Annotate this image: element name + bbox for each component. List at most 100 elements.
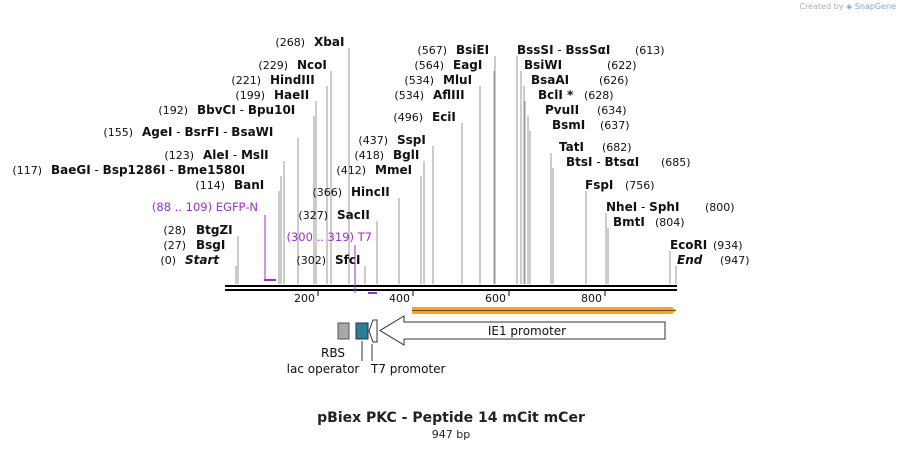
site-name: BsiWI: [524, 58, 562, 72]
site-bsmi[interactable]: BsmI (637): [529, 118, 630, 284]
site-position: (622): [607, 59, 637, 72]
primer-egfp-n[interactable]: (88 .. 109) EGFP-N: [152, 200, 276, 281]
site-position: (28): [163, 224, 186, 237]
site-bsaai[interactable]: BsaAI (626): [523, 73, 629, 284]
credit-prefix: Created by: [799, 2, 844, 11]
site-name: NcoI: [297, 58, 327, 72]
credit-brand: SnapGene: [854, 2, 896, 11]
site-sfci[interactable]: SfcI (302): [296, 253, 366, 284]
site-bsgi[interactable]: BsgI (27): [163, 238, 239, 284]
site-name: AflIII: [433, 88, 465, 102]
site-tati[interactable]: TatI (682): [550, 140, 632, 284]
rbs-label: RBS: [321, 346, 345, 360]
site-mlui[interactable]: MluI (534): [404, 73, 481, 284]
site-nhei[interactable]: NheI - SphI (800): [605, 200, 735, 284]
t7-promoter-label: T7 promoter: [370, 362, 446, 376]
site-position: (268): [275, 36, 305, 49]
site-btsi[interactable]: BtsI - BtsαI (685): [552, 155, 691, 284]
site-name: SspI: [397, 133, 426, 147]
feature-ie1-promoter[interactable]: IE1 promoter: [379, 315, 666, 346]
site-name: TatI: [559, 140, 584, 154]
site-bgli[interactable]: BglI (418): [354, 148, 425, 284]
feature-lac-operator[interactable]: lac operator: [287, 322, 369, 376]
site-agei[interactable]: AgeI - BsrFI - BsaWI (155): [103, 125, 299, 284]
primer-label: (88 .. 109) EGFP-N: [152, 200, 258, 214]
ruler-label: 200: [294, 292, 315, 305]
site-position: (496): [393, 111, 423, 124]
site-name: EciI: [432, 110, 456, 124]
site-name: PvuII: [545, 103, 579, 117]
site-position: (366): [312, 186, 342, 199]
primer-t7[interactable]: (300 .. 319) T7: [287, 230, 378, 294]
site-name: End: [677, 253, 703, 267]
sequence-length: 947 bp: [431, 428, 471, 441]
feature-rbs[interactable]: RBS: [321, 322, 350, 360]
ruler-label: 400: [389, 292, 410, 305]
site-end[interactable]: End (947): [675, 253, 750, 284]
site-name: BsgI: [196, 238, 225, 252]
site-position: (934): [713, 239, 743, 252]
site-name: SfcI: [335, 253, 360, 267]
site-pvuii[interactable]: PvuII (634): [527, 103, 627, 284]
site-bsiei[interactable]: BsiEI (567): [417, 43, 496, 284]
site-position: (123): [164, 149, 194, 162]
site-hindiii[interactable]: HindIII (221): [231, 73, 328, 284]
site-position: (437): [358, 134, 388, 147]
site-ecii[interactable]: EciI (496): [393, 110, 463, 284]
site-name: HincII: [351, 185, 390, 199]
site-bsssi[interactable]: BssSI - BssSαI (613): [516, 43, 665, 284]
site-position: (114): [195, 179, 225, 192]
site-position: (0): [160, 254, 176, 267]
site-haeii[interactable]: HaeII (199): [235, 88, 317, 284]
site-position: (199): [235, 89, 265, 102]
ruler-label: 800: [581, 292, 602, 305]
site-position: (800): [705, 201, 735, 214]
site-fspi[interactable]: FspI (756): [585, 178, 655, 284]
site-name: BbvCI - Bpu10I: [197, 103, 295, 117]
site-xbai[interactable]: XbaI (268): [275, 35, 350, 284]
site-name: BtsI - BtsαI: [566, 155, 639, 169]
site-name: MluI: [443, 73, 472, 87]
site-name: AgeI - BsrFI - BsaWI: [142, 125, 273, 139]
site-position: (756): [625, 179, 655, 192]
site-bsiwi[interactable]: BsiWI (622): [520, 58, 637, 284]
site-position: (947): [720, 254, 750, 267]
t7-promoter-arrow: [368, 319, 378, 343]
site-position: (613): [635, 44, 665, 57]
site-bani[interactable]: BanI (114): [195, 178, 280, 284]
site-name: NheI - SphI: [606, 200, 679, 214]
primer-label: (300 .. 319) T7: [287, 230, 373, 244]
site-name: FspI: [585, 178, 613, 192]
site-ncoi[interactable]: NcoI (229): [258, 58, 332, 284]
site-position: (626): [599, 74, 629, 87]
site-name: SacII: [337, 208, 370, 222]
site-position: (27): [163, 239, 186, 252]
site-bcli[interactable]: BclI * (628): [524, 88, 614, 284]
site-name: AleI - MslI: [203, 148, 269, 162]
feature-t7-promoter[interactable]: T7 promoter: [368, 319, 446, 376]
site-position: (567): [417, 44, 447, 57]
site-name: XbaI: [314, 35, 344, 49]
site-baegi[interactable]: BaeGI - Bsp1286I - Bme1580I (117): [12, 163, 282, 284]
site-start[interactable]: Start (0): [160, 253, 237, 284]
site-sacii[interactable]: SacII (327): [298, 208, 378, 284]
site-bmti[interactable]: BmtI (804): [607, 215, 685, 284]
site-position: (418): [354, 149, 384, 162]
site-bbvci[interactable]: BbvCI - Bpu10I (192): [158, 103, 315, 284]
site-ecori[interactable]: EcoRI (934): [669, 238, 743, 284]
site-alei[interactable]: AleI - MslI (123): [164, 148, 285, 284]
site-position: (192): [158, 104, 188, 117]
site-eagi[interactable]: EagI (564): [414, 58, 495, 284]
site-name: BaeGI - Bsp1286I - Bme1580I: [51, 163, 245, 177]
site-hincii[interactable]: HincII (366): [312, 185, 400, 284]
snapgene-credit: Created by ◈ SnapGene: [799, 2, 896, 11]
site-name: BsiEI: [456, 43, 489, 57]
site-sspi[interactable]: SspI (437): [358, 133, 434, 284]
site-btgzi[interactable]: BtgZI (28): [163, 223, 239, 284]
site-mmei[interactable]: MmeI (412): [336, 163, 422, 284]
site-position: (534): [404, 74, 434, 87]
site-name: HaeII: [274, 88, 309, 102]
site-position: (327): [298, 209, 328, 222]
site-position: (634): [597, 104, 627, 117]
site-name: BmtI: [613, 215, 645, 229]
